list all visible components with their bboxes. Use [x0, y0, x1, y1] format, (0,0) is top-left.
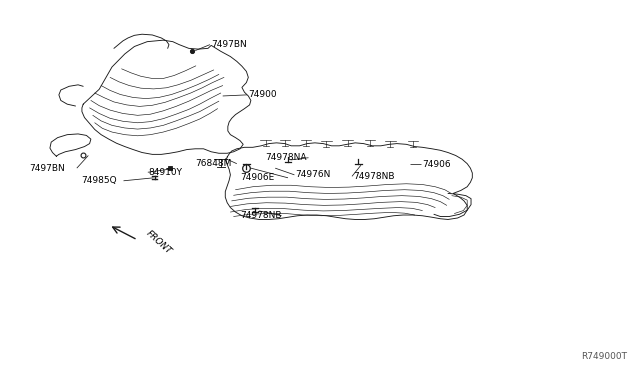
- Text: R749000T: R749000T: [581, 352, 627, 361]
- Text: 74978NA: 74978NA: [266, 153, 307, 162]
- Text: 74978NB: 74978NB: [241, 211, 282, 220]
- Text: 7497BN: 7497BN: [29, 164, 65, 173]
- Text: 7497BN: 7497BN: [211, 40, 247, 49]
- Text: 74900: 74900: [248, 90, 277, 99]
- Text: 74978NB: 74978NB: [353, 172, 395, 181]
- Text: 74906E: 74906E: [241, 173, 275, 182]
- Text: 74976N: 74976N: [296, 170, 331, 179]
- Text: 74985Q: 74985Q: [81, 176, 117, 185]
- Text: 84910Y: 84910Y: [148, 168, 182, 177]
- Text: 74906: 74906: [422, 160, 451, 169]
- Text: FRONT: FRONT: [144, 229, 173, 256]
- Text: 76848M: 76848M: [195, 159, 232, 168]
